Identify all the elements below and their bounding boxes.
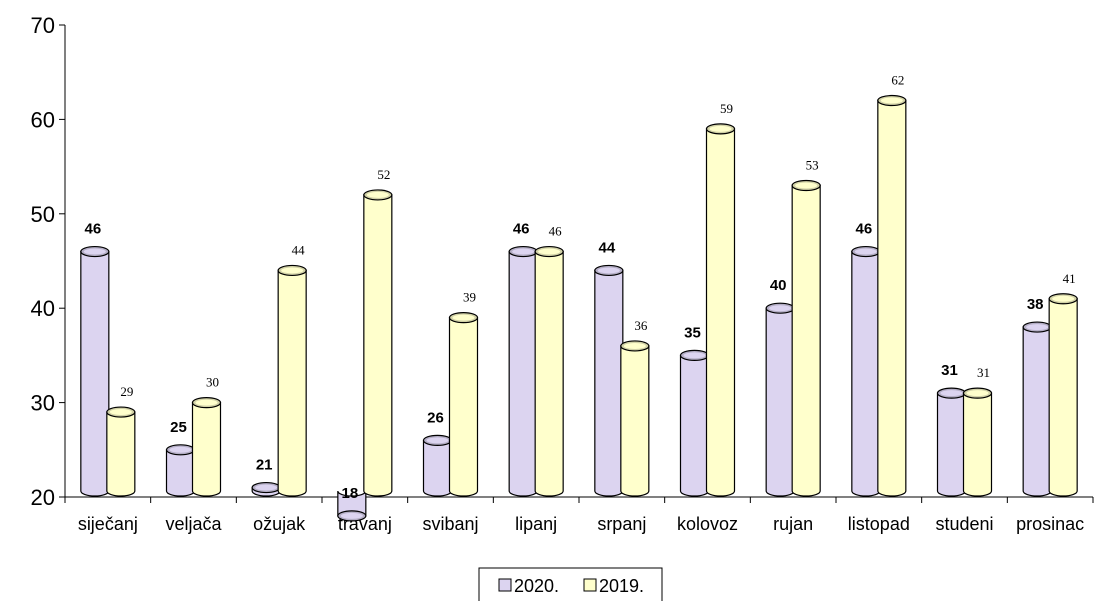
x-tick-label: siječanj — [78, 514, 138, 534]
bar-2019 — [962, 387, 993, 497]
bar-2020 — [337, 490, 367, 522]
bar-2019 — [448, 312, 479, 497]
bar-2019 — [534, 245, 564, 497]
data-label-2020: 18 — [341, 485, 358, 502]
data-label-2019: 62 — [891, 73, 904, 88]
bar-2020 — [80, 245, 110, 497]
data-label-2020: 46 — [84, 221, 101, 238]
bar-2020 — [679, 349, 710, 497]
data-label-2020: 35 — [684, 324, 701, 341]
legend-box — [478, 567, 663, 601]
bar-2020 — [422, 434, 453, 497]
bar-2019 — [620, 340, 650, 497]
legend-label-2020: 2020. — [514, 576, 559, 596]
y-tick-label: 60 — [31, 107, 55, 132]
data-label-2019: 31 — [977, 365, 990, 380]
data-label-2020: 38 — [1027, 296, 1044, 313]
data-label-2019: 41 — [1063, 271, 1076, 286]
bar-2019 — [191, 397, 222, 497]
legend-swatch-2020 — [498, 578, 512, 592]
data-label-2019: 53 — [806, 157, 819, 172]
x-tick-label: svibanj — [422, 514, 478, 534]
bar-2019 — [106, 406, 136, 497]
x-tick-label: kolovoz — [677, 514, 738, 534]
x-tick-label: studeni — [935, 514, 993, 534]
bar-2020 — [165, 444, 196, 497]
legend-swatch-2019 — [583, 578, 597, 592]
bar-2019 — [363, 189, 393, 497]
y-tick-label: 50 — [31, 202, 55, 227]
x-tick-label: rujan — [773, 514, 813, 534]
data-label-2019: 29 — [120, 384, 133, 399]
bar-2019 — [1048, 293, 1078, 497]
data-label-2020: 31 — [941, 362, 958, 379]
chart-bars — [80, 94, 1078, 522]
data-label-2019: 36 — [634, 318, 648, 333]
bar-2019 — [791, 179, 821, 497]
data-label-2020: 46 — [855, 221, 872, 238]
x-tick-label: veljača — [165, 514, 222, 534]
y-tick-label: 20 — [31, 485, 55, 510]
legend: 2020. 2019. — [478, 567, 663, 601]
bar-2019 — [877, 94, 907, 497]
x-tick-label: prosinac — [1016, 514, 1084, 534]
data-label-2019: 39 — [463, 290, 476, 305]
bar-2020 — [594, 264, 624, 497]
data-label-2020: 46 — [513, 221, 530, 238]
data-label-2020: 40 — [770, 277, 787, 294]
bar-2020 — [251, 481, 281, 497]
data-label-2019: 59 — [720, 101, 733, 116]
data-label-2019: 44 — [292, 242, 306, 257]
bar-2019 — [705, 123, 736, 497]
data-label-2020: 25 — [170, 419, 187, 436]
y-tick-label: 70 — [31, 13, 55, 38]
y-tick-label: 30 — [31, 391, 55, 416]
data-label-2020: 44 — [598, 239, 615, 256]
x-tick-label: lipanj — [515, 514, 557, 534]
bar-2020 — [765, 302, 795, 497]
x-tick-label: srpanj — [597, 514, 646, 534]
bar-2019 — [277, 264, 307, 497]
x-tick-label: listopad — [848, 514, 910, 534]
data-label-2020: 26 — [427, 409, 444, 426]
legend-label-2019: 2019. — [599, 576, 644, 596]
bar-2020 — [936, 387, 967, 497]
y-tick-label: 40 — [31, 296, 55, 321]
bar-2020 — [508, 245, 538, 497]
chart-data-labels: 46 25 21 18 26 46 44 35 40 46 31 38 29 30 44 52 39 46 36 59… — [84, 73, 1075, 502]
bar-2020 — [851, 245, 881, 497]
x-tick-label: ožujak — [253, 514, 306, 534]
data-label-2019: 46 — [549, 224, 563, 239]
data-label-2019: 52 — [377, 167, 390, 182]
data-label-2019: 30 — [206, 375, 219, 390]
data-label-2020: 21 — [256, 457, 273, 474]
bar-2020 — [1022, 321, 1052, 497]
